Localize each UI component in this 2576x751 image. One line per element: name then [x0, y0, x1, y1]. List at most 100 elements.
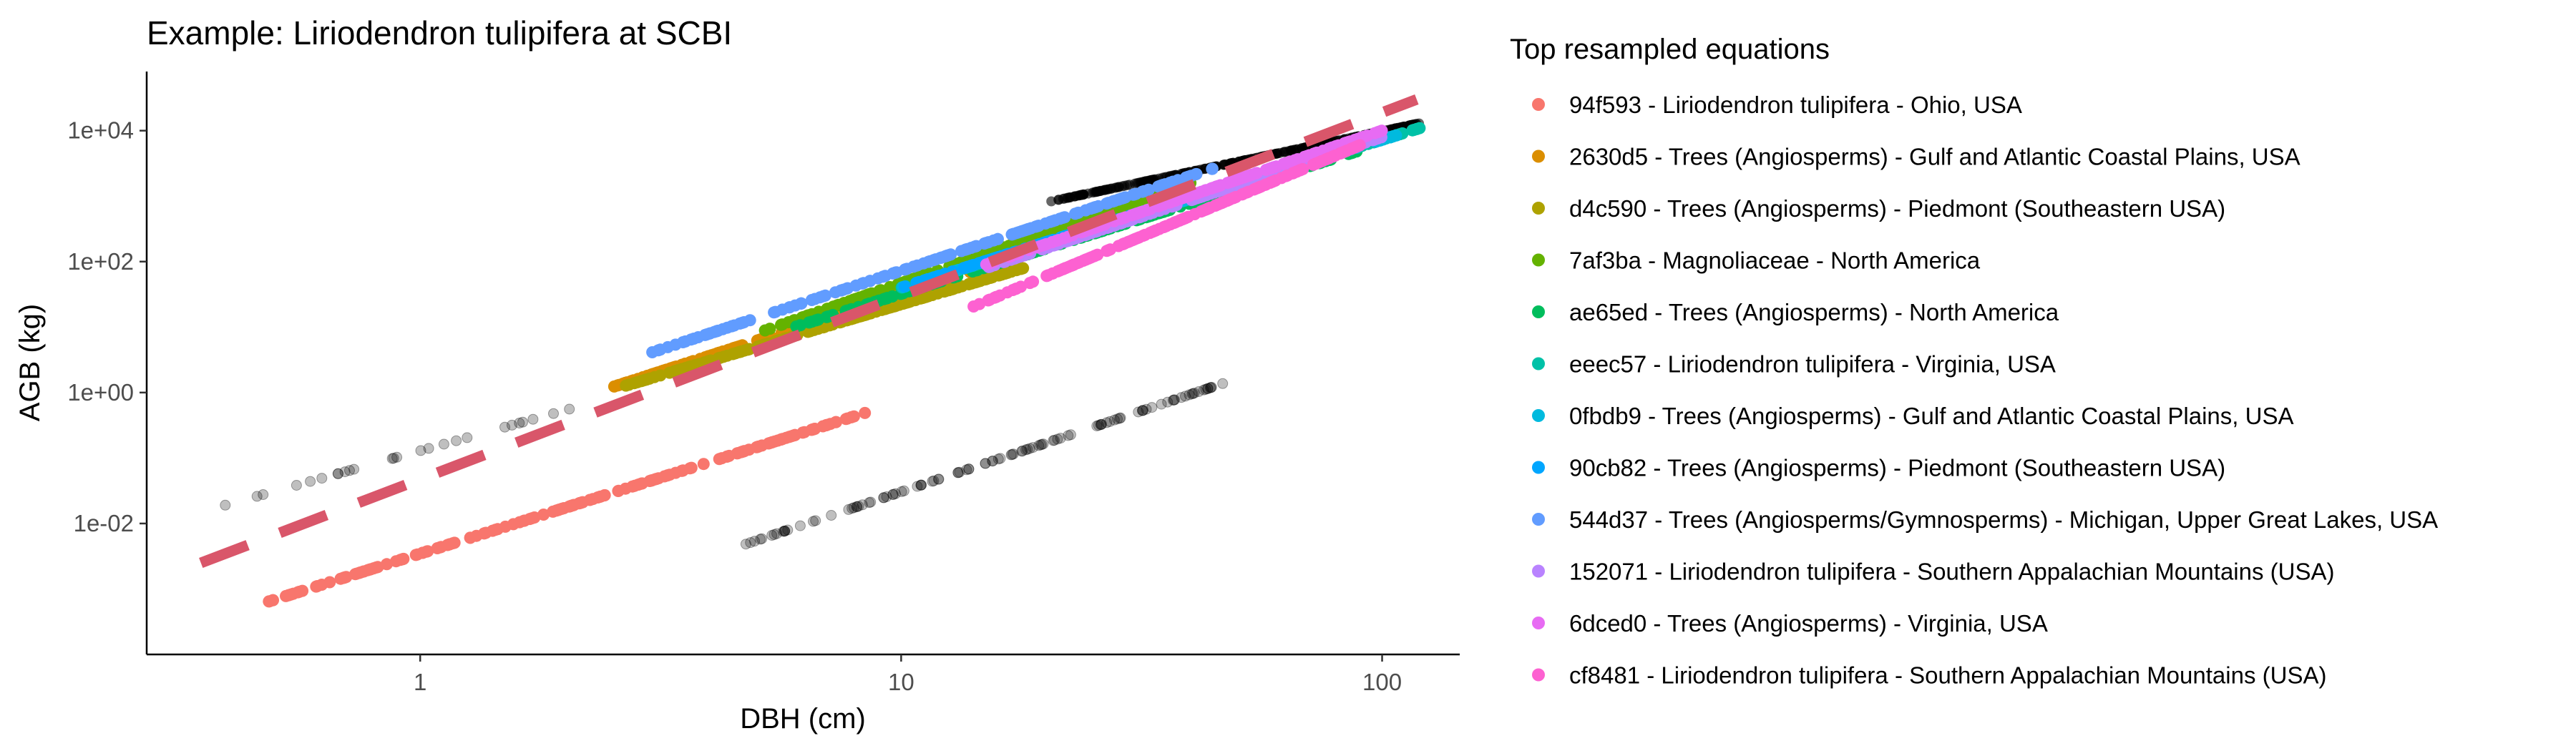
- reference-point: [344, 465, 355, 476]
- reference-point: [517, 416, 528, 428]
- reference-point: [333, 468, 343, 479]
- series-point-544d37: [776, 303, 789, 316]
- reference-point: [794, 520, 806, 531]
- series-point-6dced0: [1119, 211, 1132, 224]
- series-point-0fbdb9: [1387, 130, 1399, 143]
- reference-point: [1167, 395, 1179, 406]
- reference-point: [987, 456, 998, 467]
- reference-point: [1205, 382, 1216, 393]
- reference-point: [881, 491, 892, 502]
- reference-point: [1138, 405, 1149, 416]
- series-point-94f593: [479, 526, 492, 539]
- reference-point: [887, 489, 899, 500]
- series-point-94f593: [723, 449, 736, 462]
- reference-point: [1091, 421, 1103, 431]
- series-point-6dced0: [1040, 237, 1053, 250]
- reference-point: [1202, 383, 1214, 394]
- series-point-94f593: [489, 524, 502, 536]
- reference-point: [980, 458, 991, 469]
- series-point-544d37: [1206, 162, 1219, 175]
- reference-point: [564, 403, 575, 415]
- reference-point: [887, 489, 899, 500]
- reference-point: [963, 463, 975, 475]
- series-point-eeec57: [1406, 124, 1419, 137]
- reference-point: [507, 419, 517, 431]
- series-point-94f593: [334, 572, 347, 585]
- reference-point: [916, 479, 927, 491]
- reference-point: [1145, 175, 1156, 186]
- series-point-544d37: [829, 286, 841, 299]
- reference-point: [1065, 429, 1076, 441]
- reference-point: [756, 533, 768, 544]
- reference-point: [316, 473, 328, 484]
- reference-point: [1146, 402, 1158, 413]
- reference-point: [220, 499, 231, 511]
- reference-point: [1101, 417, 1113, 428]
- reference-point: [779, 526, 790, 536]
- series-point-94f593: [806, 423, 819, 436]
- series-point-d4c590: [984, 272, 997, 284]
- reference-point: [258, 489, 269, 500]
- series-point-7af3ba: [758, 324, 771, 337]
- reference-point: [898, 485, 909, 496]
- reference-point: [1038, 438, 1049, 450]
- reference-point: [992, 453, 1004, 465]
- legend-label: eeec57 - Liriodendron tulipifera - Virgi…: [1569, 351, 2056, 378]
- reference-point: [952, 467, 964, 478]
- reference-point: [386, 453, 398, 464]
- series-point-94f593: [263, 595, 276, 608]
- plot-area: [199, 94, 1426, 608]
- fitted-dashed-line: [199, 94, 1419, 569]
- reference-point: [864, 497, 875, 509]
- series-point-cf8481: [1010, 283, 1023, 295]
- reference-point: [915, 479, 927, 491]
- reference-point: [251, 491, 263, 502]
- legend-key: [1532, 409, 1545, 422]
- reference-point: [1206, 382, 1217, 393]
- reference-point: [388, 453, 399, 464]
- legend-key: [1532, 668, 1545, 682]
- series-point-cf8481: [1199, 204, 1211, 216]
- legend-label: 544d37 - Trees (Angiosperms/Gymnosperms)…: [1569, 506, 2438, 533]
- reference-point: [1204, 382, 1216, 393]
- series-point-90cb82: [899, 280, 911, 293]
- x-tick-label: 100: [1362, 669, 1402, 695]
- reference-point: [1053, 195, 1064, 205]
- series-point-cf8481: [1282, 169, 1294, 182]
- reference-point: [1006, 448, 1018, 460]
- series-point-ae65ed: [790, 320, 803, 333]
- reference-point: [1103, 184, 1113, 195]
- reference-point: [853, 501, 864, 512]
- reference-point: [1184, 389, 1195, 401]
- legend-label: cf8481 - Liriodendron tulipifera - South…: [1569, 662, 2326, 689]
- legend-key: [1532, 357, 1545, 370]
- reference-point: [1279, 147, 1289, 157]
- legend-label: ae65ed - Trees (Angiosperms) - North Ame…: [1569, 299, 2059, 325]
- legend-key: [1532, 149, 1545, 163]
- x-tick-label: 1: [414, 669, 426, 695]
- reference-point: [995, 453, 1006, 464]
- reference-point: [1036, 438, 1048, 450]
- series-point-544d37: [849, 279, 862, 292]
- reference-point: [1187, 388, 1199, 399]
- x-axis-title: DBH (cm): [740, 703, 866, 735]
- reference-point: [779, 526, 791, 536]
- series-point-94f593: [613, 484, 625, 497]
- axes: 1 10 100 1e-02 1e+00 1e+02 1e+04: [67, 117, 1402, 695]
- series-point-544d37: [864, 275, 877, 288]
- reference-point: [451, 435, 462, 446]
- series-point-544d37: [654, 343, 667, 356]
- reference-point: [1005, 449, 1017, 461]
- series-point-cf8481: [1001, 286, 1014, 299]
- series-point-94f593: [397, 552, 410, 565]
- reference-point: [1028, 442, 1039, 453]
- reference-point: [1198, 384, 1209, 396]
- series-point-cf8481: [1179, 212, 1191, 225]
- series-point-94f593: [537, 509, 550, 521]
- series-point-544d37: [794, 297, 807, 310]
- reference-point: [1202, 383, 1214, 394]
- legend-key: [1532, 305, 1545, 318]
- series-point-cf8481: [1027, 275, 1040, 288]
- series-point-544d37: [1049, 214, 1062, 227]
- series-point-d4c590: [654, 369, 667, 382]
